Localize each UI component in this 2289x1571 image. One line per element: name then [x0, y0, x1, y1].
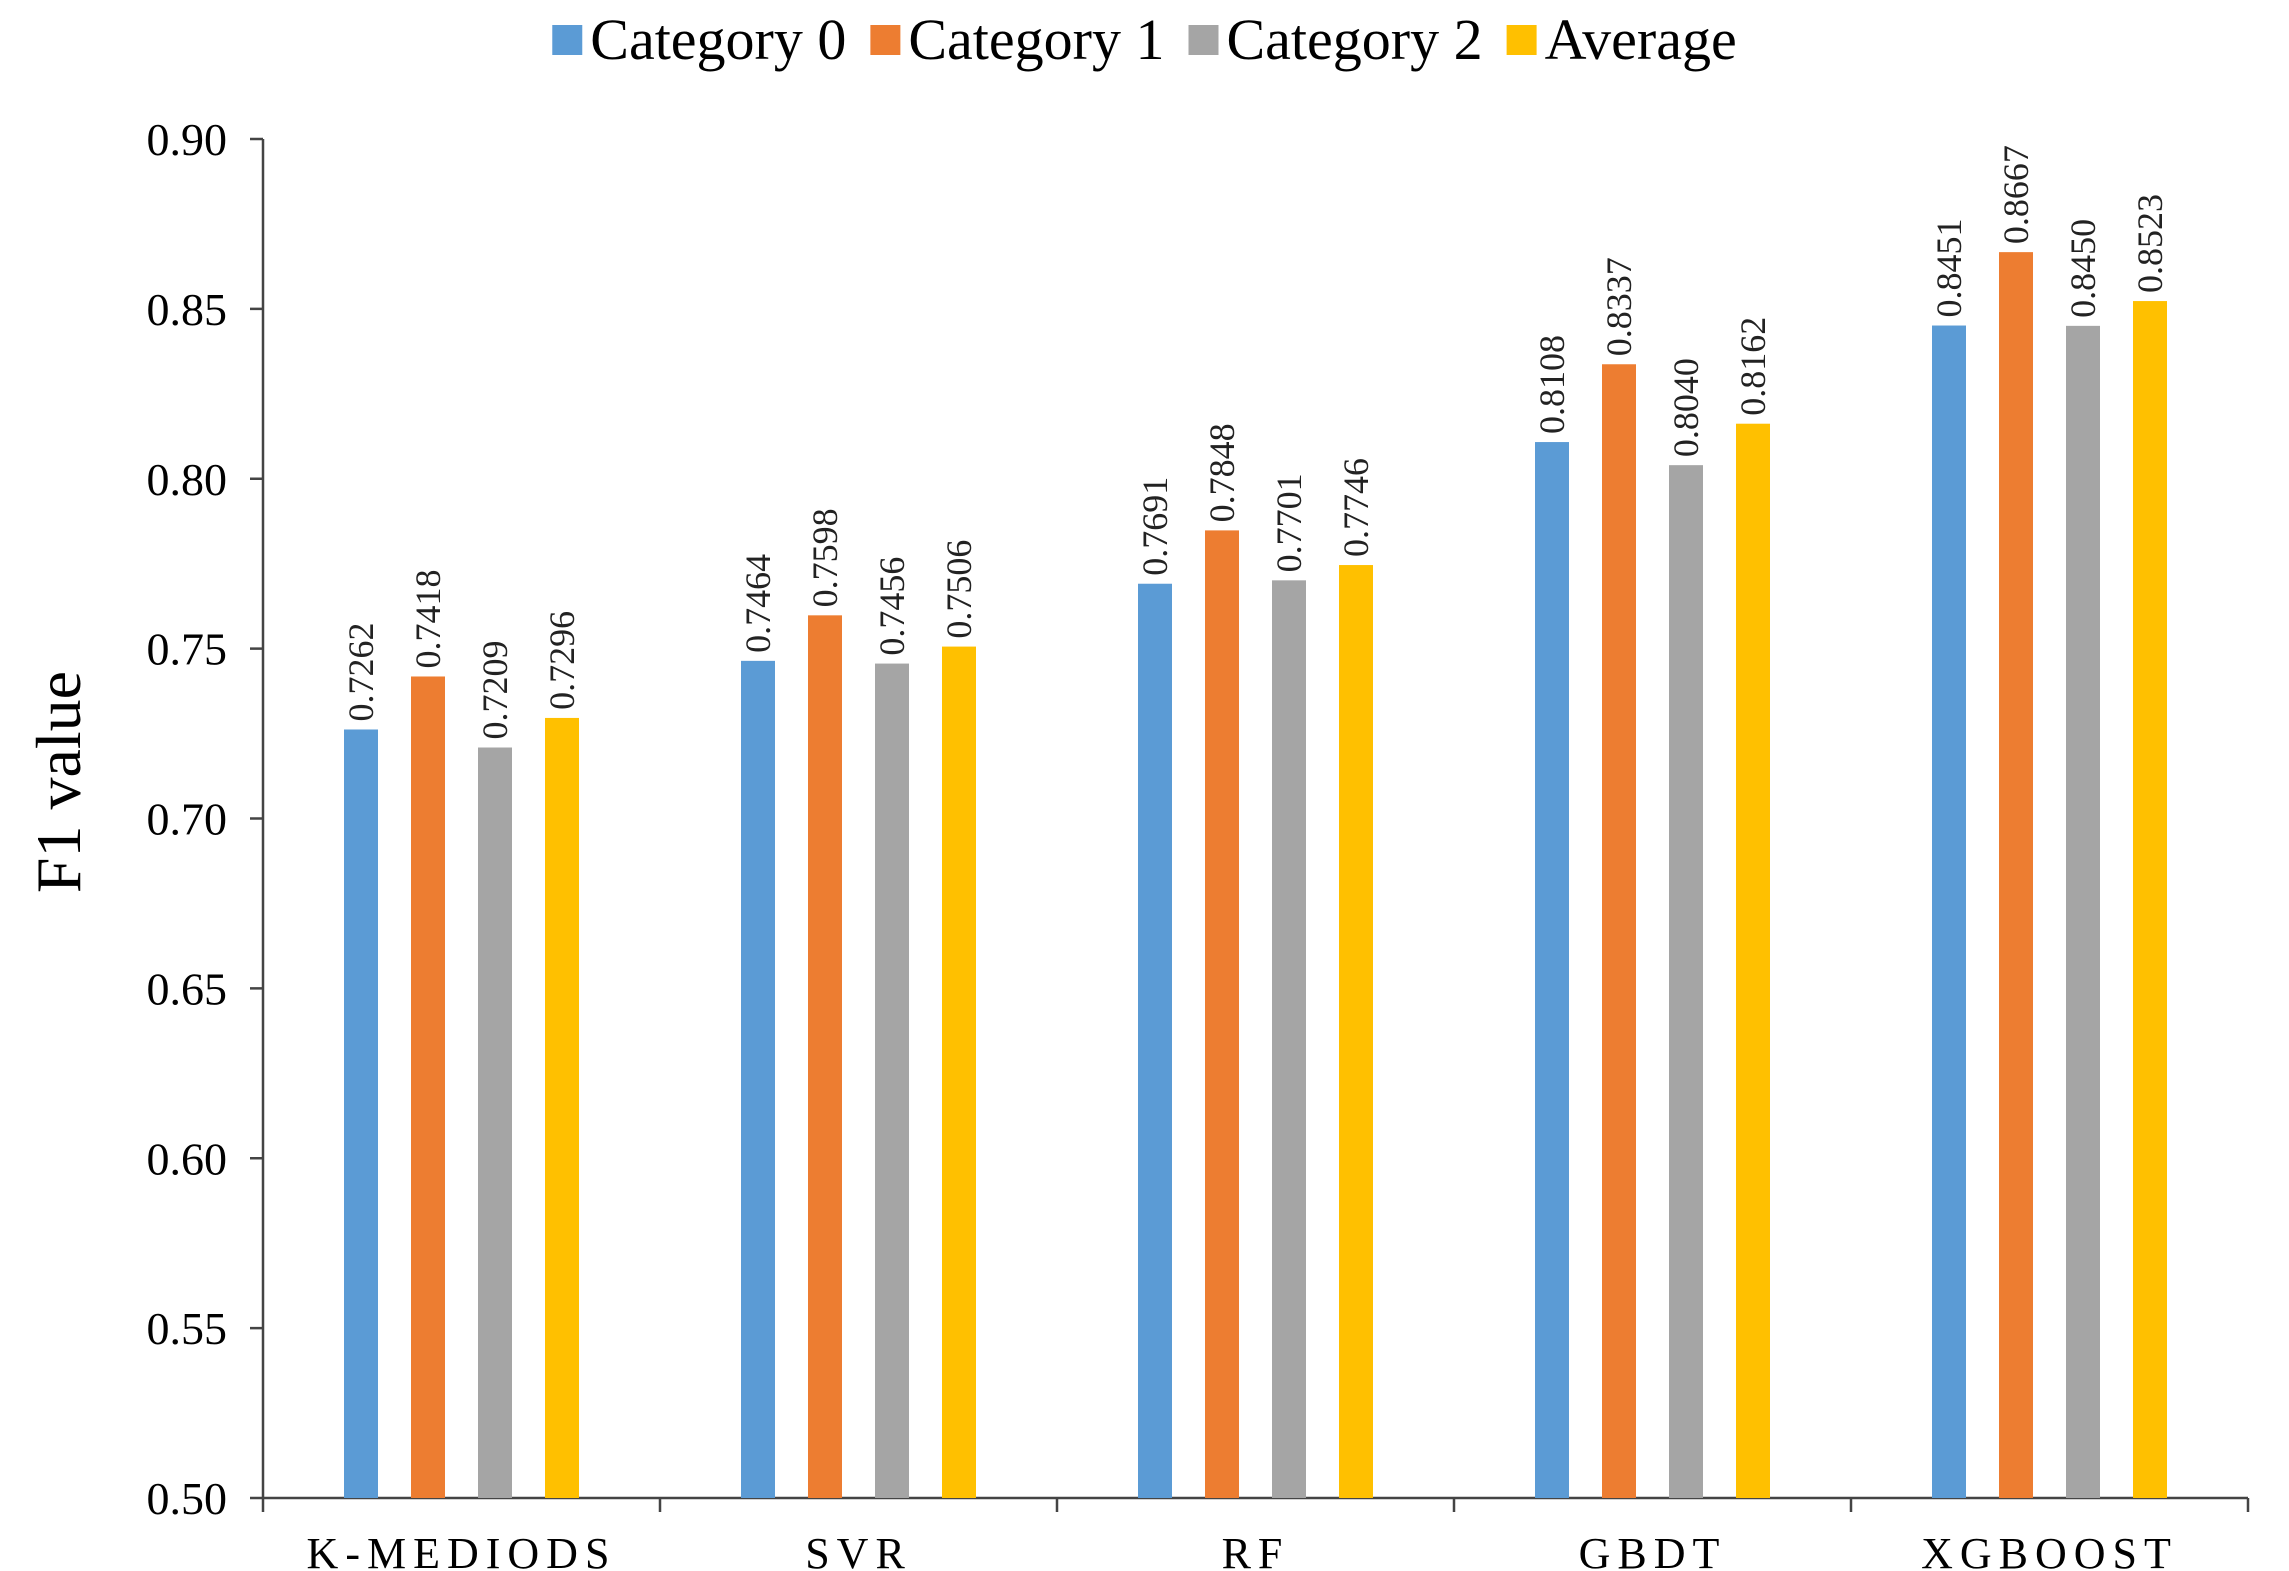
- legend-label: Category 2: [1226, 7, 1482, 72]
- data-label: 0.8108: [1532, 335, 1572, 434]
- data-label: 0.7456: [872, 557, 912, 656]
- bar: [875, 663, 909, 1498]
- bar: [478, 747, 512, 1498]
- bar: [1932, 325, 1966, 1499]
- legend-swatch: [552, 25, 583, 55]
- bars: [344, 252, 2167, 1499]
- data-label: 0.8162: [1733, 317, 1773, 416]
- y-tick-label: 0.90: [147, 114, 228, 165]
- data-label: 0.8523: [2130, 194, 2170, 293]
- bar: [1669, 465, 1703, 1498]
- bar: [1339, 565, 1373, 1498]
- data-label: 0.7691: [1135, 477, 1175, 576]
- bar: [545, 717, 579, 1498]
- bar: [2066, 325, 2100, 1498]
- legend-item: Category 2: [1188, 7, 1483, 72]
- data-label: 0.7296: [542, 611, 582, 710]
- legend-label: Average: [1545, 7, 1737, 72]
- y-tick-label: 0.80: [147, 454, 228, 505]
- legend-swatch: [1506, 25, 1537, 55]
- x-category-label: RF: [1222, 1529, 1290, 1571]
- bar: [808, 615, 842, 1498]
- legend-swatch: [1188, 25, 1219, 55]
- bar: [1602, 364, 1636, 1498]
- bar: [1999, 252, 2033, 1499]
- bar: [1272, 580, 1306, 1498]
- y-axis-title: F1 value: [23, 671, 94, 893]
- data-label: 0.8450: [2063, 219, 2103, 318]
- y-tick-label: 0.55: [147, 1303, 228, 1354]
- legend-label: Category 0: [590, 7, 846, 72]
- y-tick-label: 0.85: [147, 284, 228, 335]
- legend-label: Category 1: [908, 7, 1164, 72]
- x-category-label: XGBOOST: [1921, 1529, 2178, 1571]
- y-tick-label: 0.50: [147, 1473, 228, 1524]
- data-label: 0.8040: [1666, 358, 1706, 457]
- data-label: 0.8451: [1929, 219, 1969, 318]
- bar: [1535, 442, 1569, 1498]
- x-category-label: SVR: [805, 1529, 912, 1571]
- data-label: 0.7418: [408, 569, 448, 668]
- y-axis: 0.50 0.55 0.60 0.65 0.70 0.75 0.80 0.85 0.90: [147, 114, 265, 1524]
- y-tick-label: 0.70: [147, 794, 228, 845]
- x-category-label: GBDT: [1579, 1529, 1727, 1571]
- y-tick-label: 0.75: [147, 624, 228, 675]
- bar: [1736, 423, 1770, 1499]
- legend-item: Average: [1506, 7, 1737, 72]
- data-label: 0.7701: [1269, 473, 1309, 572]
- bar: [344, 729, 378, 1498]
- data-label: 0.7598: [805, 508, 845, 607]
- bar: [1205, 530, 1239, 1498]
- data-label: 0.7209: [475, 640, 515, 739]
- legend: Category 0 Category 1 Category 2 Average: [552, 7, 1737, 72]
- bar: [942, 646, 976, 1498]
- bar: [411, 676, 445, 1498]
- bar: [741, 660, 775, 1498]
- bar: [2133, 301, 2167, 1498]
- y-tick-label: 0.65: [147, 963, 228, 1014]
- x-category-label: K-MEDIODS: [307, 1529, 617, 1571]
- data-label: 0.7848: [1202, 423, 1242, 522]
- data-label: 0.7464: [738, 554, 778, 653]
- data-label: 0.7746: [1336, 458, 1376, 557]
- data-label: 0.7262: [341, 622, 381, 721]
- legend-item: Category 1: [870, 7, 1164, 72]
- legend-item: Category 0: [552, 7, 846, 72]
- y-tick-label: 0.60: [147, 1133, 228, 1184]
- data-label: 0.8667: [1996, 145, 2036, 244]
- data-labels: 0.7262 0.7464 0.7691 0.8108 0.8451 0.7418 0.75…: [341, 145, 2170, 739]
- bar: [1138, 583, 1172, 1498]
- data-label: 0.8337: [1599, 257, 1639, 356]
- legend-swatch: [870, 25, 901, 55]
- data-label: 0.7506: [939, 540, 979, 639]
- x-axis: K-MEDIODS SVR RF GBDT XGBOOST: [261, 1496, 2250, 1571]
